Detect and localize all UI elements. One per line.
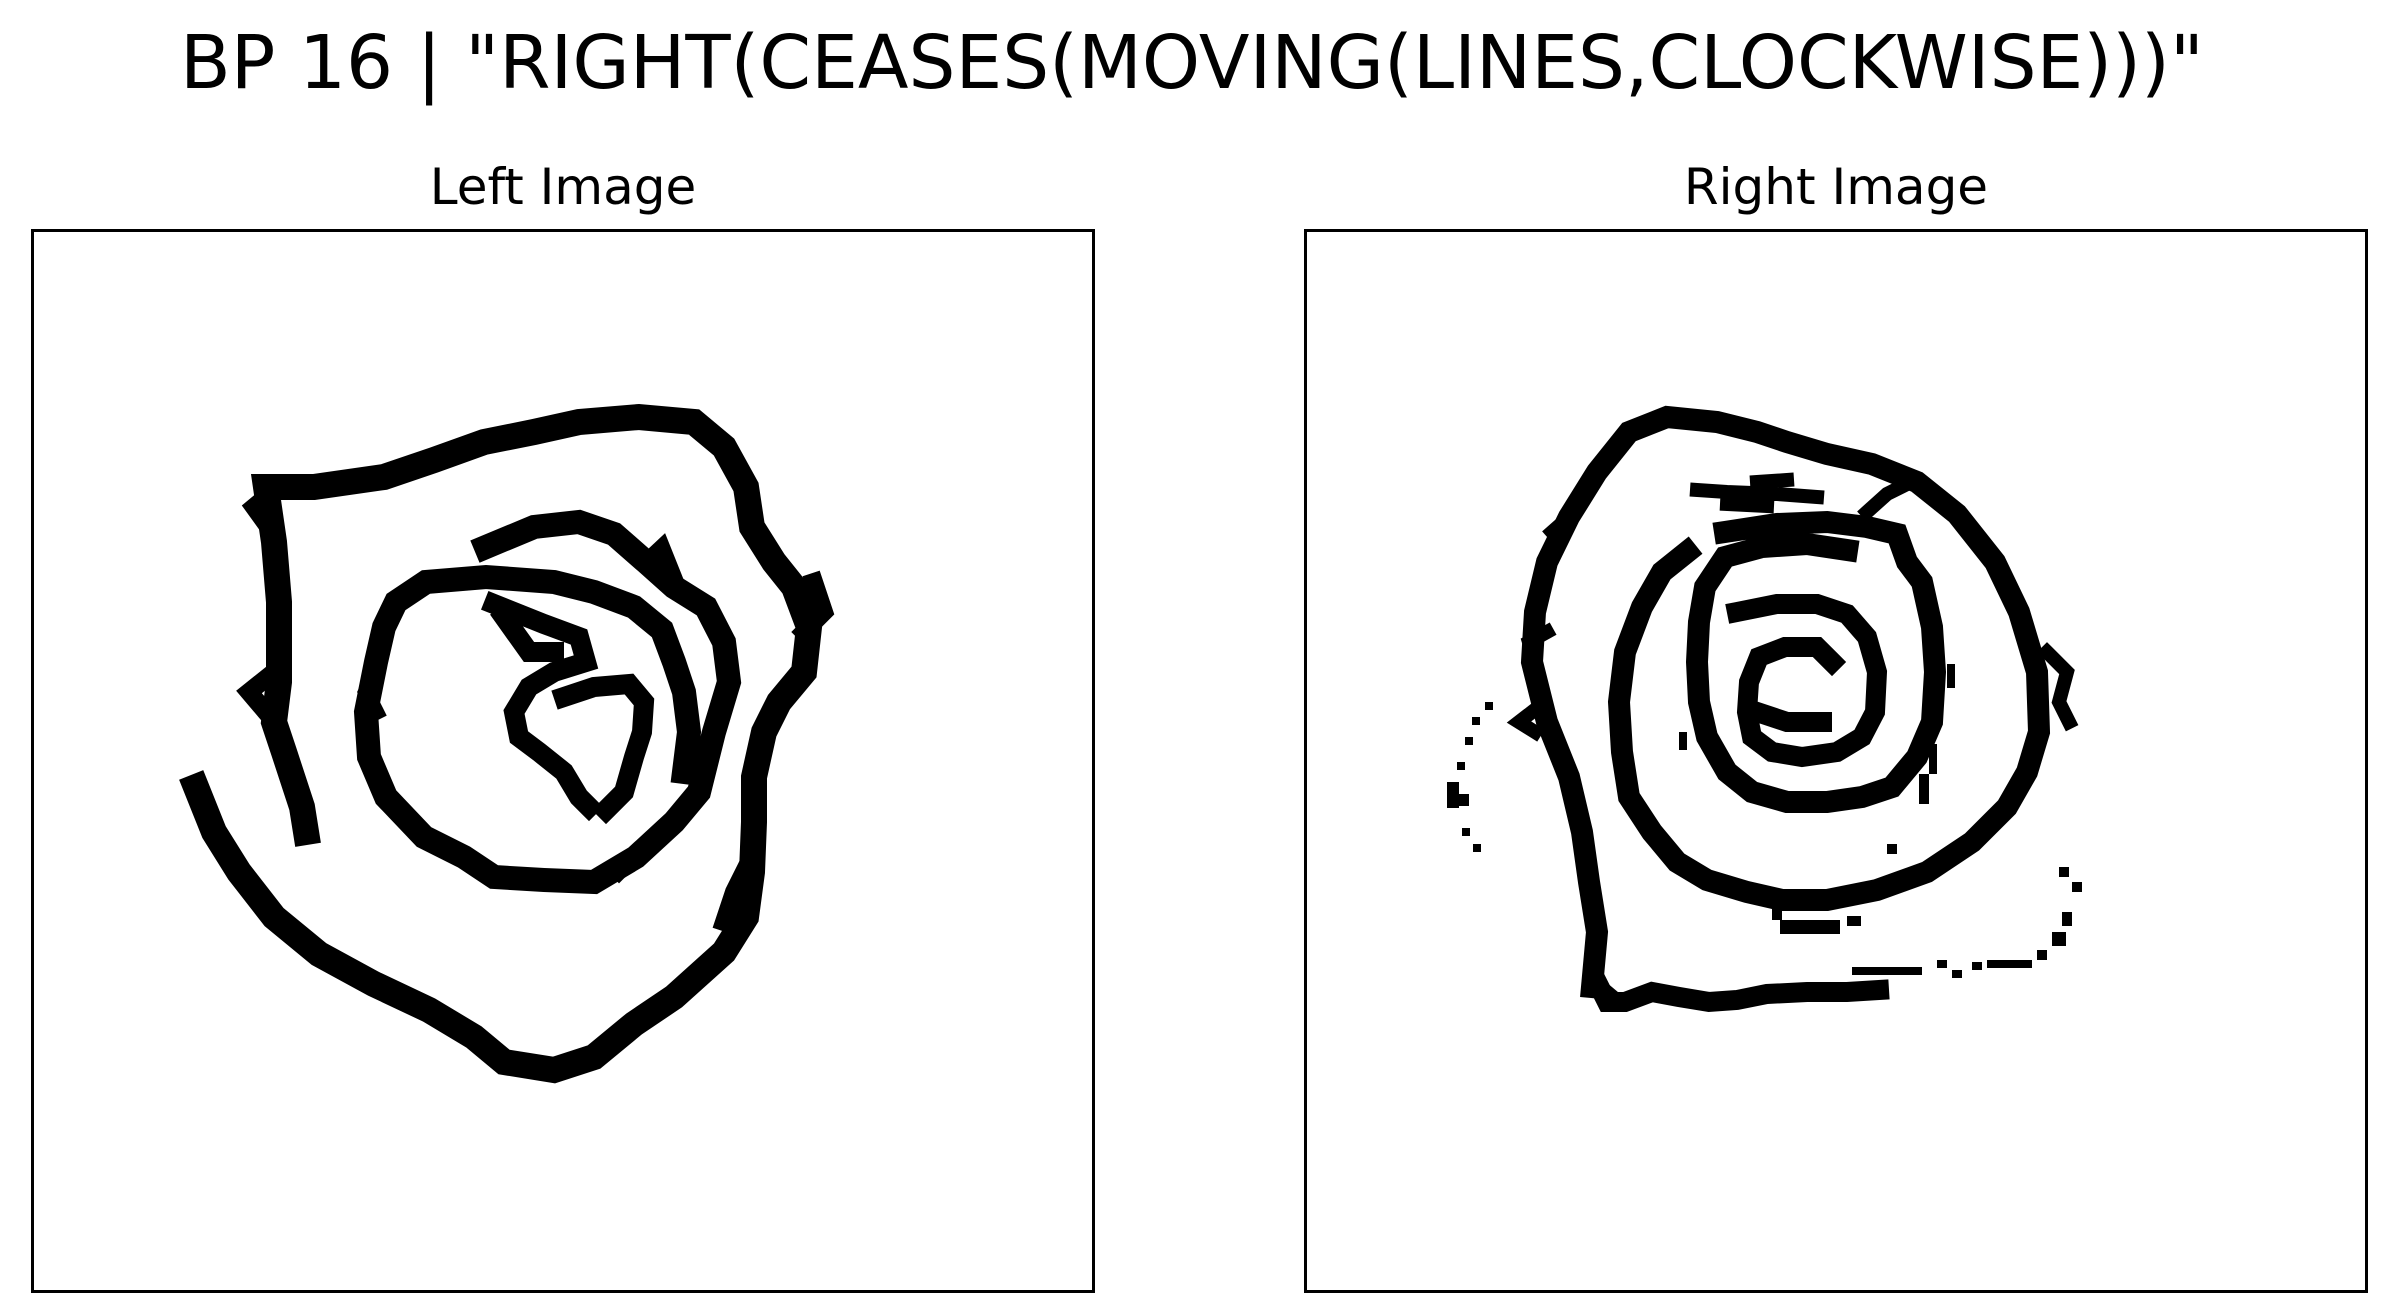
right-spiral-second-stroke (1685, 510, 1947, 813)
right-spiral-outer-stroke (1520, 405, 2051, 999)
left-spiral-outer-ragged (236, 484, 835, 934)
left-spiral-drawing (179, 403, 835, 1084)
left-spiral-middle-stroke (353, 509, 742, 895)
left-spiral-inner-stroke (481, 591, 655, 825)
right-spiral-outer-ragged (1506, 507, 2079, 1012)
right-spiral-inner-stroke (1725, 594, 1888, 768)
left-spiral-middle-ragged (357, 533, 685, 884)
right-spiral-tail-stroke (1583, 968, 1890, 1013)
right-spiral-scattered-dots (1447, 660, 2082, 978)
figure-title: BP 16 | "RIGHT(CEASES(MOVING(LINES,CLOCK… (180, 20, 2204, 106)
right-spiral-top-fragments (1689, 472, 1917, 522)
right-panel-title: Right Image (1683, 158, 1989, 216)
right-image-panel (1304, 229, 2368, 1293)
right-spiral-drawing (1447, 405, 2082, 1013)
left-image-panel (31, 229, 1095, 1293)
left-panel-title: Left Image (429, 158, 697, 216)
